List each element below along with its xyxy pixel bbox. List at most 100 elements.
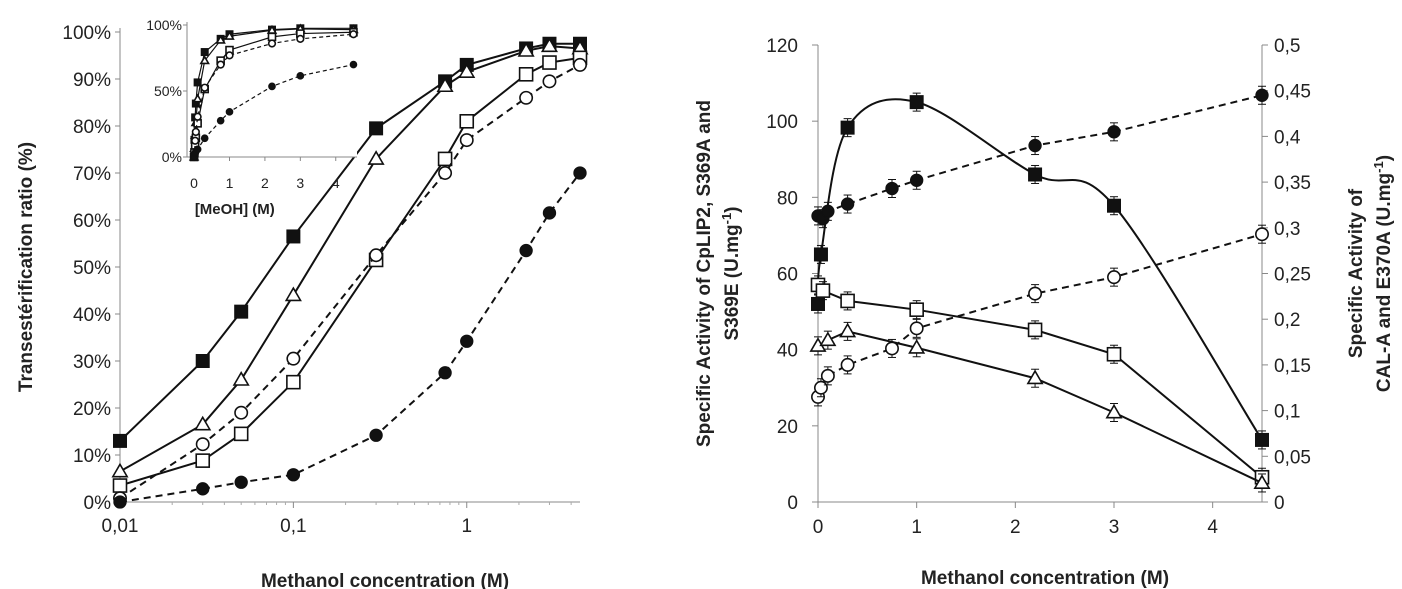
y-tick-label: 100%	[62, 23, 111, 44]
y-tick-label: 20	[777, 417, 798, 438]
y-tick-label: 60	[777, 265, 798, 286]
data-point	[518, 67, 534, 82]
inset-y-tick-label: 100%	[146, 17, 182, 33]
y-tick-label: 80	[777, 188, 798, 209]
data-point	[458, 63, 476, 78]
data-point	[215, 34, 226, 44]
data-point	[191, 136, 200, 145]
y-axis-title: Transestérification ratio (%)	[16, 142, 37, 392]
data-point	[1106, 346, 1122, 362]
data-point	[540, 37, 559, 53]
y-tick-label: 30%	[73, 352, 111, 373]
data-point	[286, 468, 301, 482]
y2-tick-label: 0,3	[1274, 219, 1300, 240]
data-point	[286, 351, 301, 366]
data-point	[438, 166, 453, 180]
data-point	[113, 433, 127, 448]
data-point	[517, 42, 535, 57]
inset-x-tick-label: 1	[226, 175, 234, 191]
y-tick-label: 0%	[84, 493, 112, 514]
data-point	[1107, 125, 1121, 139]
y-tick-label: 20%	[73, 399, 111, 420]
data-point	[1255, 432, 1269, 447]
y2-tick-label: 0,2	[1274, 310, 1300, 331]
y-tick-label: 60%	[73, 211, 111, 232]
data-point	[813, 247, 828, 262]
y2-axis-title-line2: CAL-A and E370A (U.mg-1)	[1371, 155, 1396, 392]
data-point	[225, 108, 234, 116]
series-line	[119, 172, 581, 503]
y-tick-label: 120	[766, 36, 798, 57]
y2-axis-title-line1: Specific Activity of	[1346, 188, 1367, 358]
data-point	[200, 83, 209, 92]
data-point	[286, 229, 301, 244]
x-tick-label: 0,01	[102, 516, 139, 537]
series-line	[817, 94, 1263, 220]
data-point	[1255, 227, 1269, 242]
data-point	[840, 197, 855, 211]
series-line	[817, 330, 1263, 484]
series-line	[119, 42, 580, 442]
data-point	[909, 173, 924, 187]
data-point	[296, 71, 305, 80]
inset-chart: 0% 50% 100% 0 1 2 3 4 [MeOH] (M)	[146, 17, 359, 218]
data-point	[839, 322, 857, 338]
data-point	[819, 331, 837, 347]
y-axis-title-line1: Specific Activity of CpLIP2, S369A and	[694, 100, 715, 447]
data-point	[296, 34, 305, 43]
y-tick-label: 100	[766, 112, 798, 133]
data-point	[195, 437, 210, 452]
y-axis-title-line2: S369E (U.mg-1)	[719, 206, 744, 340]
data-point	[573, 57, 587, 72]
data-point	[1026, 369, 1044, 385]
inset-x-tick-label: 0	[190, 175, 198, 191]
y-tick-label: 90%	[73, 70, 111, 91]
data-point	[437, 151, 453, 167]
data-point	[1253, 474, 1271, 489]
y2-tick-label: 0,05	[1274, 447, 1311, 468]
data-point	[200, 134, 209, 143]
data-point	[909, 321, 924, 336]
y-tick-label: 40%	[73, 305, 111, 326]
data-point	[519, 243, 533, 258]
y2-tick-label: 0	[1274, 493, 1285, 514]
data-point	[820, 368, 835, 383]
left-chart: 0%10%20%30%40%50%60%70%80%90%100%0,01 0,1…	[16, 23, 589, 589]
data-point	[194, 415, 212, 431]
data-point	[1027, 322, 1043, 338]
data-point	[519, 90, 534, 105]
data-point	[908, 339, 926, 354]
series-line	[119, 45, 581, 473]
x-tick-label: 0	[813, 517, 824, 538]
data-point	[193, 145, 202, 154]
y-tick-label: 10%	[73, 446, 111, 467]
data-point	[367, 150, 385, 165]
data-point	[267, 32, 277, 42]
data-point	[459, 133, 474, 148]
data-point	[199, 55, 210, 65]
data-point	[195, 354, 210, 368]
y2-tick-label: 0,15	[1274, 356, 1311, 377]
x-tick-label: 0,1	[280, 516, 306, 537]
data-point	[885, 181, 899, 196]
series-line	[119, 64, 581, 500]
data-point	[542, 74, 557, 89]
data-point	[195, 453, 211, 468]
x-tick-label: 3	[1109, 517, 1120, 538]
series-line	[119, 56, 581, 487]
data-point	[821, 204, 835, 219]
y2-tick-label: 0,5	[1274, 36, 1300, 57]
y-tick-label: 70%	[73, 164, 111, 185]
data-point	[349, 30, 358, 39]
data-point	[112, 478, 128, 493]
data-point	[225, 51, 234, 60]
data-point	[542, 206, 557, 220]
y-tick-label: 40	[777, 341, 798, 362]
data-point	[840, 293, 855, 309]
inset-y-tick-label: 0%	[162, 149, 182, 165]
data-point	[216, 60, 225, 69]
data-point	[224, 30, 235, 40]
data-point	[268, 82, 276, 91]
inset-x-tick-label: 4	[332, 175, 340, 191]
